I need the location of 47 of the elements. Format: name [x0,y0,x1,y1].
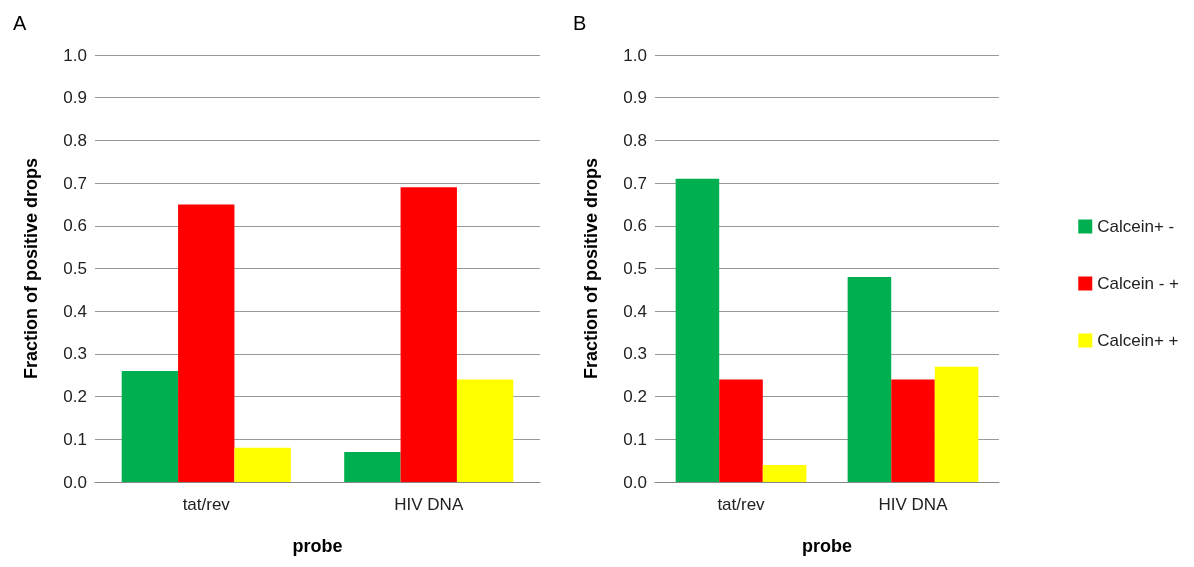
x-tick-label: HIV DNA [878,495,949,514]
y-tick-label: 0.1 [623,429,647,449]
y-tick-label: 0.7 [623,173,647,193]
y-tick-label: 0.3 [623,344,647,364]
legend-label: Calcein+ - [1097,217,1175,236]
chart-title: B [573,12,587,34]
legend-label: Calcein+ + [1097,331,1179,350]
y-tick-label: 0.1 [63,429,87,449]
x-axis-title: probe [801,536,853,556]
bar [178,204,235,482]
bar [344,452,401,482]
x-axis-title: probe [292,536,343,556]
y-tick-label: 1.0 [623,45,647,65]
bar [762,464,807,482]
chart-title: A [13,12,27,34]
bar [121,370,179,482]
bar [234,447,291,482]
y-tick-label: 0.5 [623,259,647,278]
y-axis-title: Fraction of positive drops [21,157,41,380]
y-tick-label: 0.0 [63,472,87,492]
bar [675,178,720,482]
x-tick-label: tat/rev [182,495,231,514]
y-tick-label: 0.7 [63,173,87,193]
bar [719,379,763,482]
y-tick-label: 0.8 [623,130,647,150]
y-tick-label: 0.9 [623,88,647,108]
y-tick-label: 1.0 [63,45,87,65]
y-tick-label: 0.5 [63,259,87,278]
x-tick-label: HIV DNA [394,495,464,514]
y-tick-label: 0.3 [63,344,87,364]
y-tick-label: 0.4 [623,301,647,321]
y-tick-label: 0.8 [63,130,87,150]
y-tick-label: 0.0 [623,472,647,492]
bar [456,379,514,482]
y-tick-label: 0.4 [63,301,87,321]
y-tick-label: 0.6 [63,216,87,236]
bar [934,366,979,482]
bar [847,277,892,482]
y-tick-label: 0.6 [623,216,647,236]
x-tick-label: tat/rev [717,495,766,514]
bar [400,187,457,482]
y-tick-label: 0.2 [63,387,87,407]
legend-label: Calcein - + [1097,274,1180,293]
bar [891,379,935,482]
y-axis-title: Fraction of positive drops [581,157,601,380]
y-tick-label: 0.2 [623,387,647,407]
y-tick-label: 0.9 [63,88,87,108]
